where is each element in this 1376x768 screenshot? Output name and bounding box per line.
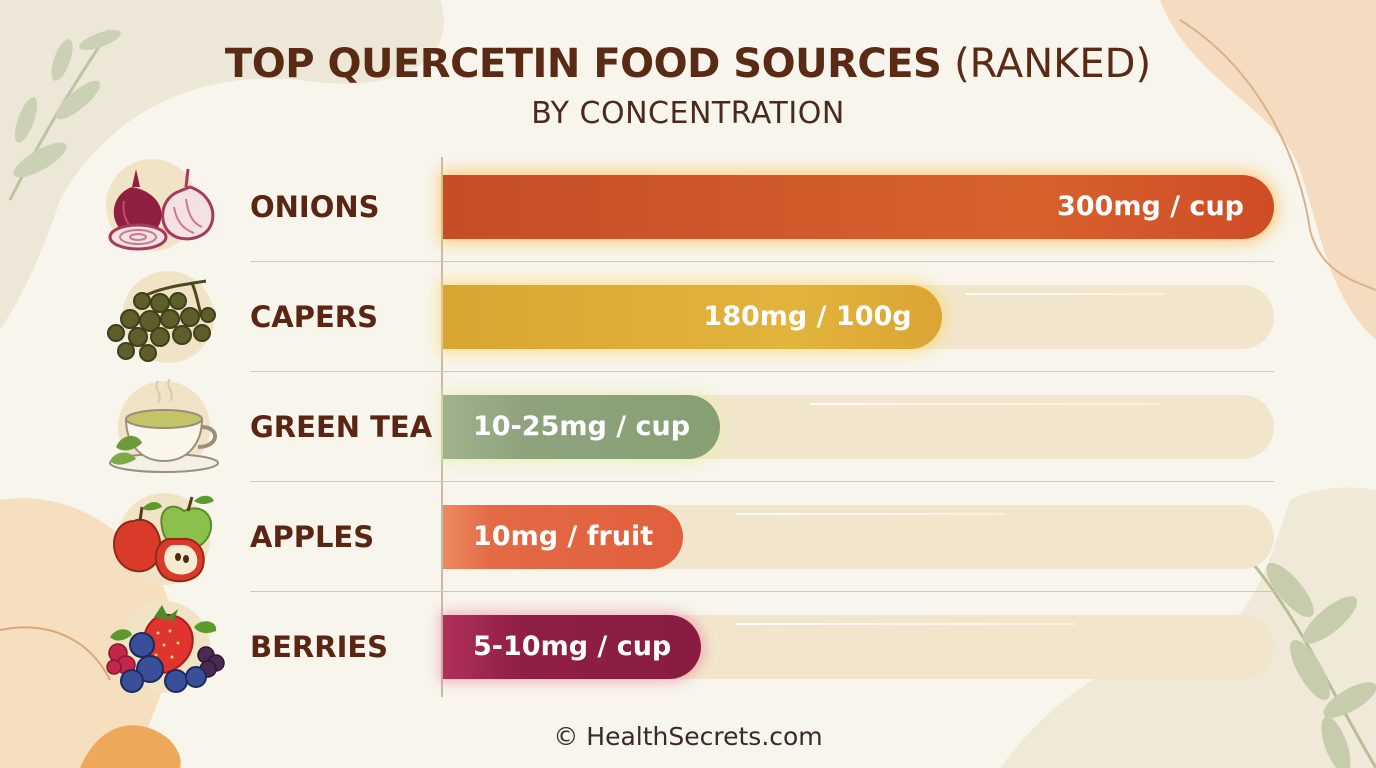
bar-value-label: 5-10mg / cup xyxy=(473,631,672,662)
chart-row-apples: APPLES 10mg / fruit xyxy=(0,482,1376,592)
chart-row-onions: ONIONS 300mg / cup xyxy=(0,152,1376,262)
category-label: APPLES xyxy=(250,520,375,554)
category-label: BERRIES xyxy=(250,630,389,664)
bar-capers: 180mg / 100g xyxy=(443,285,942,349)
leaf-sprig-bottom-right xyxy=(1248,559,1376,768)
category-label: GREEN TEA xyxy=(250,410,433,444)
bar-value-label: 10mg / fruit xyxy=(473,521,654,552)
bar-value-label: 180mg / 100g xyxy=(703,301,912,332)
row-divider xyxy=(250,591,1274,592)
leaf-sprig-top-left xyxy=(8,29,121,201)
track-highlight xyxy=(810,403,1160,405)
capers-icon xyxy=(107,271,216,363)
track-highlight xyxy=(736,513,1004,515)
apple-icon xyxy=(113,493,214,585)
row-divider xyxy=(250,261,1274,262)
bar-green-tea: 10-25mg / cup xyxy=(443,395,721,459)
chart-title-bold: TOP QUERCETIN FOOD SOURCES xyxy=(224,41,942,87)
bar-berries: 5-10mg / cup xyxy=(443,615,702,679)
chart-row-capers: CAPERS 180mg / 100g xyxy=(0,262,1376,372)
track-highlight xyxy=(736,623,1076,625)
bar-onions: 300mg / cup xyxy=(443,175,1274,239)
row-divider xyxy=(250,481,1274,482)
row-divider xyxy=(250,371,1274,372)
source-credit: © HealthSecrets.com xyxy=(553,722,823,751)
green-tea-icon xyxy=(109,378,219,473)
chart-axis-line xyxy=(441,157,443,697)
chart-row-berries: BERRIES 5-10mg / cup xyxy=(0,592,1376,702)
chart-subtitle: BY CONCENTRATION xyxy=(531,96,845,131)
chart-row-green-tea: GREEN TEA 10-25mg / cup xyxy=(0,372,1376,482)
bar-apples: 10mg / fruit xyxy=(443,505,684,569)
berries-icon xyxy=(106,601,225,693)
onion-icon xyxy=(106,159,215,251)
chart-title-light: (RANKED) xyxy=(954,41,1152,87)
bar-value-label: 300mg / cup xyxy=(1056,191,1244,222)
track-highlight xyxy=(966,293,1166,295)
category-label: ONIONS xyxy=(250,190,380,224)
chart-title: TOP QUERCETIN FOOD SOURCES (RANKED) xyxy=(0,38,1376,90)
bar-value-label: 10-25mg / cup xyxy=(473,411,691,442)
category-label: CAPERS xyxy=(250,300,379,334)
